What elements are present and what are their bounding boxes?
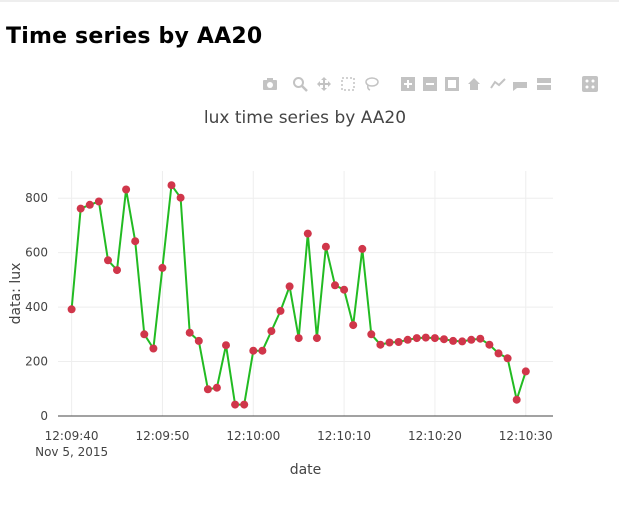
data-point[interactable] <box>340 285 349 294</box>
reset-axes-icon[interactable] <box>466 76 482 92</box>
data-point[interactable] <box>412 334 421 343</box>
data-point[interactable] <box>421 333 430 342</box>
y-tick-label: 400 <box>25 300 48 314</box>
data-point[interactable] <box>140 330 149 339</box>
x-axis-title: date <box>290 462 322 478</box>
data-point[interactable] <box>467 335 476 344</box>
data-point[interactable] <box>258 346 267 355</box>
data-point[interactable] <box>267 327 276 336</box>
data-point[interactable] <box>285 282 294 291</box>
zoom-out-icon[interactable] <box>422 76 438 92</box>
x-tick-label: 12:10:20 <box>408 429 462 443</box>
hover-closest-icon[interactable] <box>512 76 528 92</box>
lux-series-line <box>70 184 527 406</box>
y-tick-label: 800 <box>25 191 48 205</box>
data-point[interactable] <box>430 334 439 343</box>
x-tick-label: 12:09:50 <box>135 429 189 443</box>
hover-compare-icon[interactable] <box>536 76 552 92</box>
data-point[interactable] <box>167 181 176 190</box>
autoscale-icon[interactable] <box>444 76 460 92</box>
x-tick-label: 12:10:10 <box>317 429 371 443</box>
series-markers <box>67 181 530 409</box>
data-point[interactable] <box>212 383 221 392</box>
y-tick-label: 0 <box>40 409 48 423</box>
data-point[interactable] <box>294 334 303 343</box>
x-tick-date-label: Nov 5, 2015 <box>35 445 108 459</box>
y-axis-ticks: 0 200 400 600 800 <box>25 191 48 423</box>
data-point[interactable] <box>485 340 494 349</box>
data-point[interactable] <box>403 335 412 344</box>
data-point[interactable] <box>367 330 376 339</box>
data-point[interactable] <box>240 400 249 409</box>
x-axis-ticks: 12:09:40 12:09:50 12:10:00 12:10:10 12:10:20… <box>35 429 553 459</box>
data-point[interactable] <box>67 305 76 314</box>
data-point[interactable] <box>512 395 521 404</box>
data-point[interactable] <box>276 306 285 315</box>
data-point[interactable] <box>85 200 94 209</box>
y-axis-title: data: lux <box>8 263 24 325</box>
zoom-icon[interactable] <box>292 76 308 92</box>
data-point[interactable] <box>222 341 230 350</box>
chart-grid <box>58 171 553 416</box>
data-point[interactable] <box>358 244 367 253</box>
pan-icon[interactable] <box>316 76 332 92</box>
camera-icon[interactable] <box>262 76 278 92</box>
data-point[interactable] <box>503 354 512 363</box>
data-point[interactable] <box>349 321 358 330</box>
data-point[interactable] <box>449 336 458 345</box>
lasso-icon[interactable] <box>364 76 380 92</box>
data-point[interactable] <box>376 340 385 349</box>
data-point[interactable] <box>185 328 194 337</box>
data-point[interactable] <box>249 346 258 355</box>
y-tick-label: 200 <box>25 355 48 369</box>
plotly-logo-icon[interactable] <box>582 76 598 92</box>
page-title: Time series by AA20 <box>6 24 263 49</box>
data-point[interactable] <box>131 237 140 246</box>
y-tick-label: 600 <box>25 246 48 260</box>
data-point[interactable] <box>122 185 131 194</box>
data-point[interactable] <box>113 266 121 275</box>
spike-lines-icon[interactable] <box>490 76 506 92</box>
box-select-icon[interactable] <box>340 76 356 92</box>
data-point[interactable] <box>394 338 403 346</box>
lux-time-series-chart[interactable]: lux time series by AA20 0 200 400 600 800 12… <box>0 96 619 502</box>
zoom-in-icon[interactable] <box>400 76 416 92</box>
data-point[interactable] <box>521 367 530 376</box>
data-point[interactable] <box>231 400 240 409</box>
data-point[interactable] <box>440 335 448 344</box>
chart-title: lux time series by AA20 <box>204 108 406 128</box>
data-point[interactable] <box>476 334 485 343</box>
data-point[interactable] <box>149 344 158 353</box>
chart-container: lux time series by AA20 0 200 400 600 800 12… <box>0 96 619 502</box>
top-divider <box>0 0 619 2</box>
data-point[interactable] <box>494 349 503 358</box>
x-tick-label: 12:10:30 <box>499 429 553 443</box>
data-point[interactable] <box>331 281 339 290</box>
data-point[interactable] <box>158 263 167 272</box>
data-point[interactable] <box>194 336 203 345</box>
data-point[interactable] <box>104 256 112 265</box>
x-tick-label: 12:09:40 <box>45 429 99 443</box>
data-point[interactable] <box>76 204 85 213</box>
data-point[interactable] <box>203 385 212 394</box>
data-point[interactable] <box>312 334 321 343</box>
data-point[interactable] <box>458 337 467 346</box>
data-point[interactable] <box>385 338 394 347</box>
data-point[interactable] <box>321 242 330 251</box>
data-point[interactable] <box>94 197 103 206</box>
data-point[interactable] <box>176 193 185 202</box>
data-point[interactable] <box>303 229 312 238</box>
series-line <box>70 184 527 406</box>
x-tick-label: 12:10:00 <box>226 429 280 443</box>
